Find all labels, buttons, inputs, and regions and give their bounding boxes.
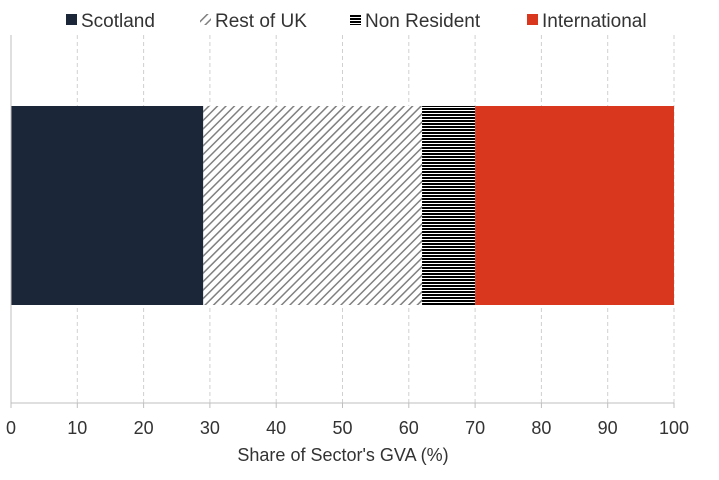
x-axis-title: Share of Sector's GVA (%): [237, 445, 448, 465]
bar-segment-non-resident: [422, 106, 476, 305]
legend-swatch-non-resident: [350, 14, 361, 25]
axes: 0 10 20 30 40 50 60 70 80 90 100: [6, 35, 689, 438]
x-tick-label-10: 10: [67, 418, 87, 438]
x-tick-label-0: 0: [6, 418, 16, 438]
x-tick-label-80: 80: [531, 418, 551, 438]
x-tick-label-100: 100: [659, 418, 689, 438]
legend-swatch-international: [527, 14, 538, 25]
legend: Scotland Rest of UK Non Resident Internatio…: [66, 11, 647, 32]
x-tick-label-70: 70: [465, 418, 485, 438]
bar-segment-rest-of-uk: [203, 106, 423, 305]
legend-swatch-scotland: [66, 14, 77, 25]
legend-label-scotland: Scotland: [81, 11, 155, 32]
x-tick-label-40: 40: [266, 418, 286, 438]
x-tick-label-20: 20: [134, 418, 154, 438]
bar-segment-scotland: [11, 106, 204, 305]
bar-segment-international: [475, 106, 674, 305]
legend-label-international: International: [542, 11, 647, 32]
x-tick-label-30: 30: [200, 418, 220, 438]
legend-swatch-rest-of-uk: [200, 14, 211, 25]
legend-label-rest-of-uk: Rest of UK: [215, 11, 307, 32]
x-tick-label-50: 50: [332, 418, 352, 438]
bars: [11, 106, 674, 305]
x-tick-label-90: 90: [598, 418, 618, 438]
x-tick-label-60: 60: [399, 418, 419, 438]
legend-label-non-resident: Non Resident: [365, 11, 481, 32]
